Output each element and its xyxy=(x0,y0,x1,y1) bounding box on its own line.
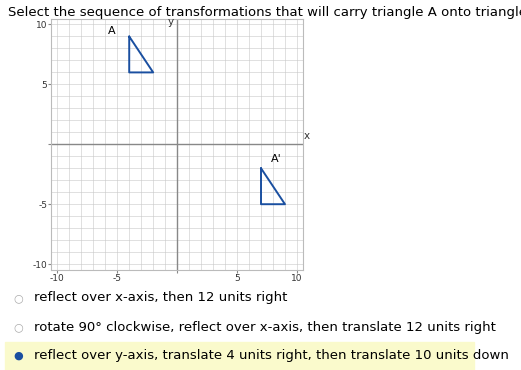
Text: ○: ○ xyxy=(13,322,23,333)
Text: A': A' xyxy=(270,154,281,164)
Text: A: A xyxy=(108,26,115,36)
Text: Select the sequence of transformations that will carry triangle A onto triangle : Select the sequence of transformations t… xyxy=(8,6,521,18)
Text: x: x xyxy=(304,131,311,141)
Text: ●: ● xyxy=(13,351,23,361)
Text: ○: ○ xyxy=(13,293,23,303)
Text: reflect over x-axis, then 12 units right: reflect over x-axis, then 12 units right xyxy=(34,291,287,305)
Text: y: y xyxy=(167,17,173,27)
Text: rotate 90° clockwise, reflect over x-axis, then translate 12 units right: rotate 90° clockwise, reflect over x-axi… xyxy=(34,321,496,334)
Text: reflect over y-axis, translate 4 units right, then translate 10 units down: reflect over y-axis, translate 4 units r… xyxy=(34,349,508,363)
